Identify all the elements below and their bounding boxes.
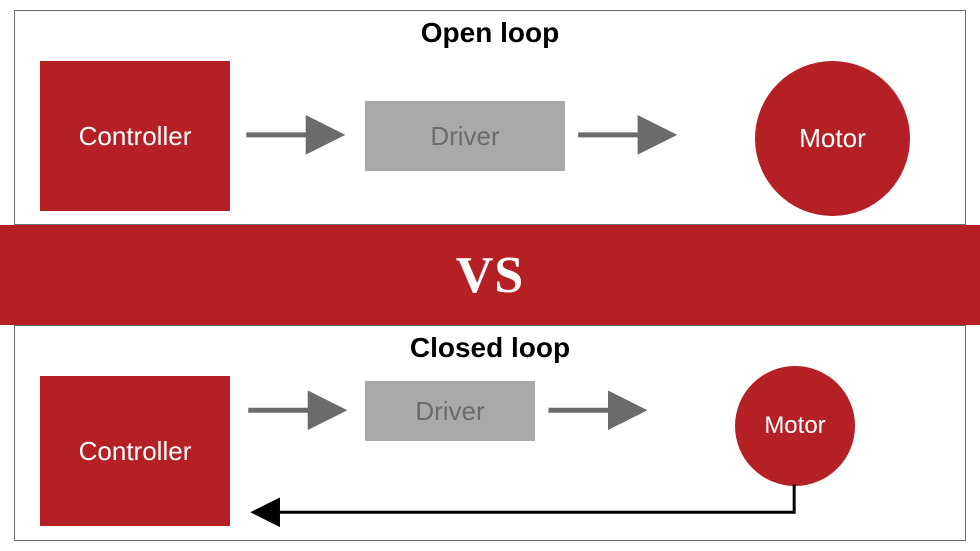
open-motor-label: Motor: [799, 123, 865, 154]
open-driver-node: Driver: [365, 101, 565, 171]
open-controller-label: Controller: [79, 121, 192, 152]
closed-controller-node: Controller: [40, 376, 230, 526]
open-driver-label: Driver: [430, 121, 499, 152]
comparison-diagram: Open loop Controller Driver Motor VS Clo…: [0, 0, 980, 551]
closed-motor-node: Motor: [735, 366, 855, 486]
closed-controller-label: Controller: [79, 436, 192, 467]
open-controller-node: Controller: [40, 61, 230, 211]
closed-loop-panel: Closed loop Controller Driver Motor: [14, 325, 966, 541]
open-motor-node: Motor: [755, 61, 910, 216]
open-loop-title: Open loop: [15, 17, 965, 49]
closed-driver-node: Driver: [365, 381, 535, 441]
vs-band: VS: [0, 225, 980, 325]
closed-driver-label: Driver: [415, 396, 484, 427]
closed-motor-label: Motor: [764, 412, 825, 440]
feedback-arrow-icon: [256, 485, 794, 513]
closed-loop-title: Closed loop: [15, 332, 965, 364]
vs-label: VS: [456, 246, 524, 305]
open-loop-panel: Open loop Controller Driver Motor: [14, 10, 966, 225]
